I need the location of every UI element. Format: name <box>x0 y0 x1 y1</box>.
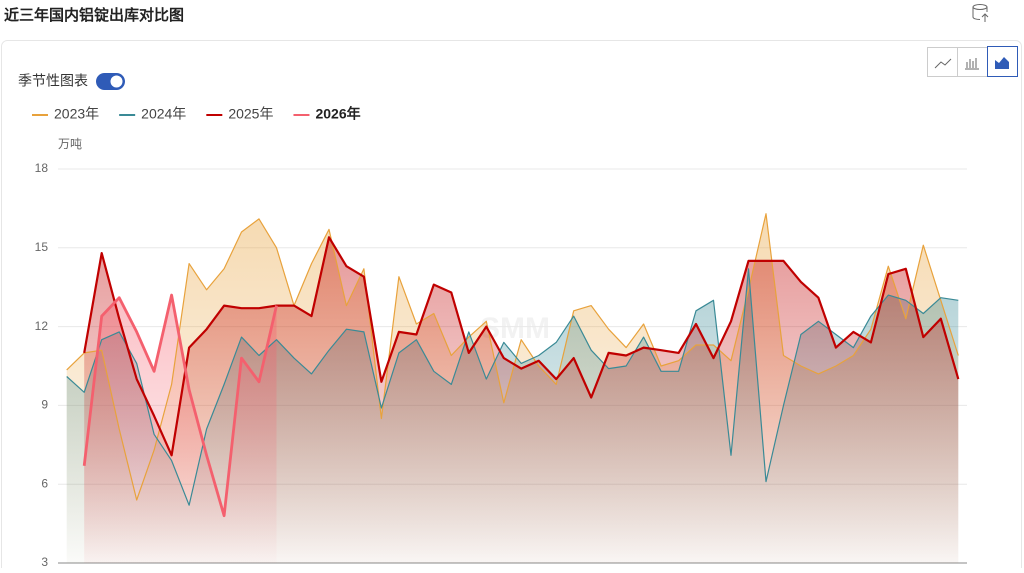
y-tick-label: 9 <box>41 398 48 412</box>
chart-type-switch <box>927 46 1018 77</box>
y-axis-label: 万吨 <box>58 137 82 151</box>
line-button[interactable] <box>927 47 958 77</box>
y-tick-label: 18 <box>35 161 49 175</box>
area <box>84 237 959 564</box>
line <box>83 236 960 457</box>
line <box>66 213 959 501</box>
line <box>66 268 959 506</box>
y-tick-label: 12 <box>35 319 49 333</box>
y-tick-label: 6 <box>41 476 48 490</box>
chart-title: 近三年国内铝锭出库对比图 <box>4 6 184 24</box>
panel <box>1 40 1022 573</box>
legend-label: 2023年 <box>54 106 99 122</box>
toggle-label: 季节性图表 <box>18 73 88 89</box>
line <box>82 293 278 518</box>
y-tick-label: 3 <box>41 555 48 568</box>
legend-label: 2026年 <box>315 106 360 122</box>
export-icon[interactable] <box>972 4 989 23</box>
y-tick-label: 15 <box>35 240 49 254</box>
legend-label: 2025年 <box>228 106 273 122</box>
legend-label: 2024年 <box>141 106 186 122</box>
toggle[interactable] <box>96 73 125 90</box>
